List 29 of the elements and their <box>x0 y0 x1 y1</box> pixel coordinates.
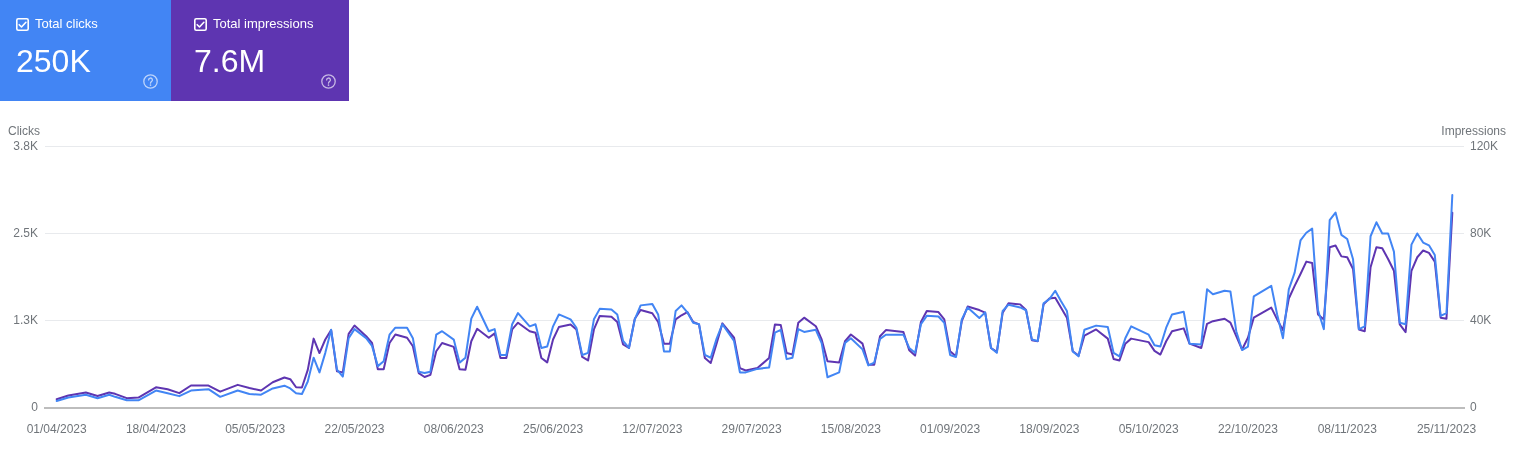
x-tick-label: 05/10/2023 <box>1118 421 1180 436</box>
legend-label: Total clicks <box>35 16 98 32</box>
x-tick-label: 18/09/2023 <box>1019 421 1080 436</box>
x-tick-label: 25/06/2023 <box>523 421 584 436</box>
x-tick-label: 29/07/2023 <box>721 421 782 436</box>
x-tick-label: 22/10/2023 <box>1217 421 1279 436</box>
y2-axis-title: Impressions <box>1441 124 1506 138</box>
y-tick-label: 0 <box>31 400 39 415</box>
x-tick-label: 01/09/2023 <box>920 421 981 436</box>
text: 250K <box>16 43 91 79</box>
x-tick-label: 22/05/2023 <box>324 421 385 436</box>
x-tick-label: 01/04/2023 <box>26 421 88 436</box>
x-tick-label: 25/11/2023 <box>1416 421 1477 436</box>
y-tick-label: 2.5K <box>13 225 38 240</box>
y2-tick-label: 40K <box>1470 313 1492 328</box>
y2-tick-label: 120K <box>1470 138 1499 153</box>
y-tick-label: 1.3K <box>13 313 38 328</box>
x-tick-label: 18/04/2023 <box>125 421 187 436</box>
y2-tick-label: 80K <box>1470 225 1492 240</box>
y-tick-label: 3.8K <box>13 138 38 153</box>
legend-label: Total impressions <box>213 16 314 32</box>
y-axis-title: Clicks <box>8 124 40 138</box>
x-tick-label: 12/07/2023 <box>622 421 683 436</box>
x-tick-label: 05/05/2023 <box>225 421 286 436</box>
y2-tick-label: 0 <box>1470 400 1477 415</box>
x-tick-label: 08/11/2023 <box>1317 421 1378 436</box>
x-tick-label: 08/06/2023 <box>423 421 485 436</box>
x-tick-label: 15/08/2023 <box>820 421 882 436</box>
text: 7.6M <box>194 43 266 79</box>
